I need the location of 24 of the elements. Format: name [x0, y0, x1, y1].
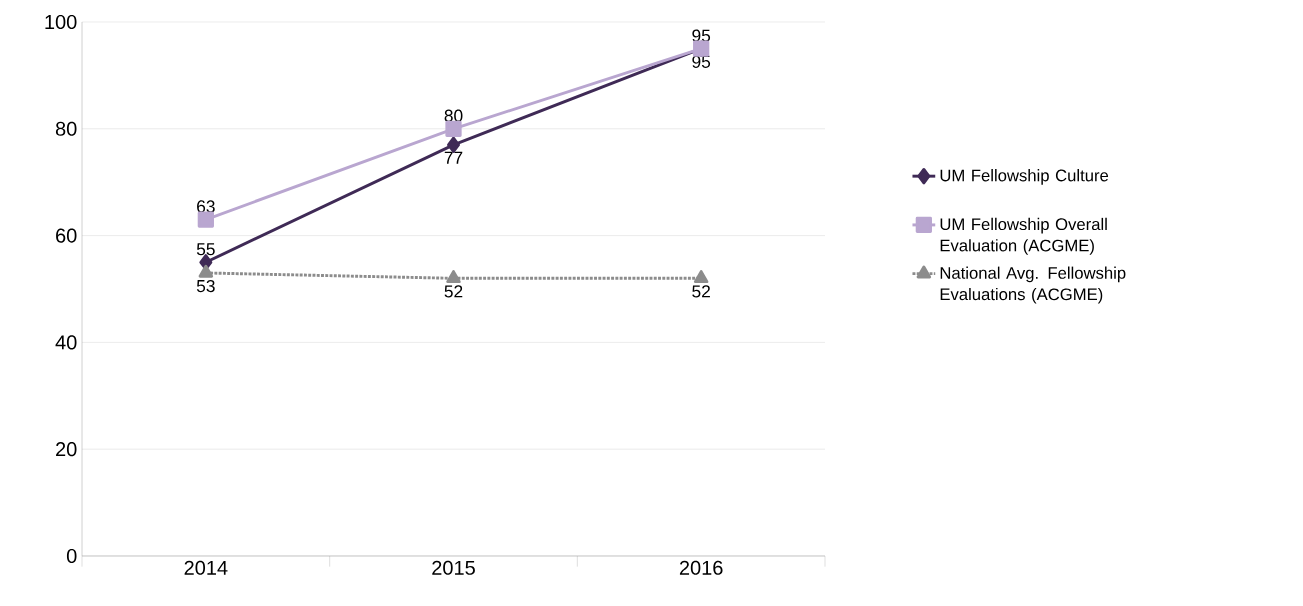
- data-label: 63: [197, 200, 215, 213]
- y-tick-label: 40: [55, 335, 77, 350]
- point: [198, 264, 214, 278]
- point: [197, 211, 214, 228]
- y-tick-label: 80: [55, 121, 77, 136]
- y-tick-label: 60: [56, 228, 77, 243]
- data-label: 53: [196, 279, 215, 293]
- y-tick-label: 20: [56, 442, 77, 457]
- y-tick-label: 0: [66, 548, 77, 564]
- data-label: 52: [444, 285, 463, 298]
- legend-label: National Avg. Fellowship Evaluations (ACGME): [940, 266, 1126, 304]
- legend-label: UM Fellowship Overall Evaluation (ACGME): [940, 217, 1107, 255]
- data-label: 55: [196, 243, 215, 256]
- point: [445, 120, 462, 137]
- x-tick-label: 2014: [184, 560, 228, 575]
- data-label: 95: [692, 55, 711, 68]
- point: [446, 270, 461, 284]
- x-tick-label: 2016: [679, 560, 723, 575]
- x-tick-label: 2015: [432, 560, 475, 575]
- point: [693, 270, 709, 284]
- data-label: 77: [444, 151, 463, 164]
- y-tick-label: 100: [45, 14, 77, 30]
- data-label: 52: [692, 285, 710, 298]
- legend-label: UM Fellowship Culture: [940, 169, 1109, 185]
